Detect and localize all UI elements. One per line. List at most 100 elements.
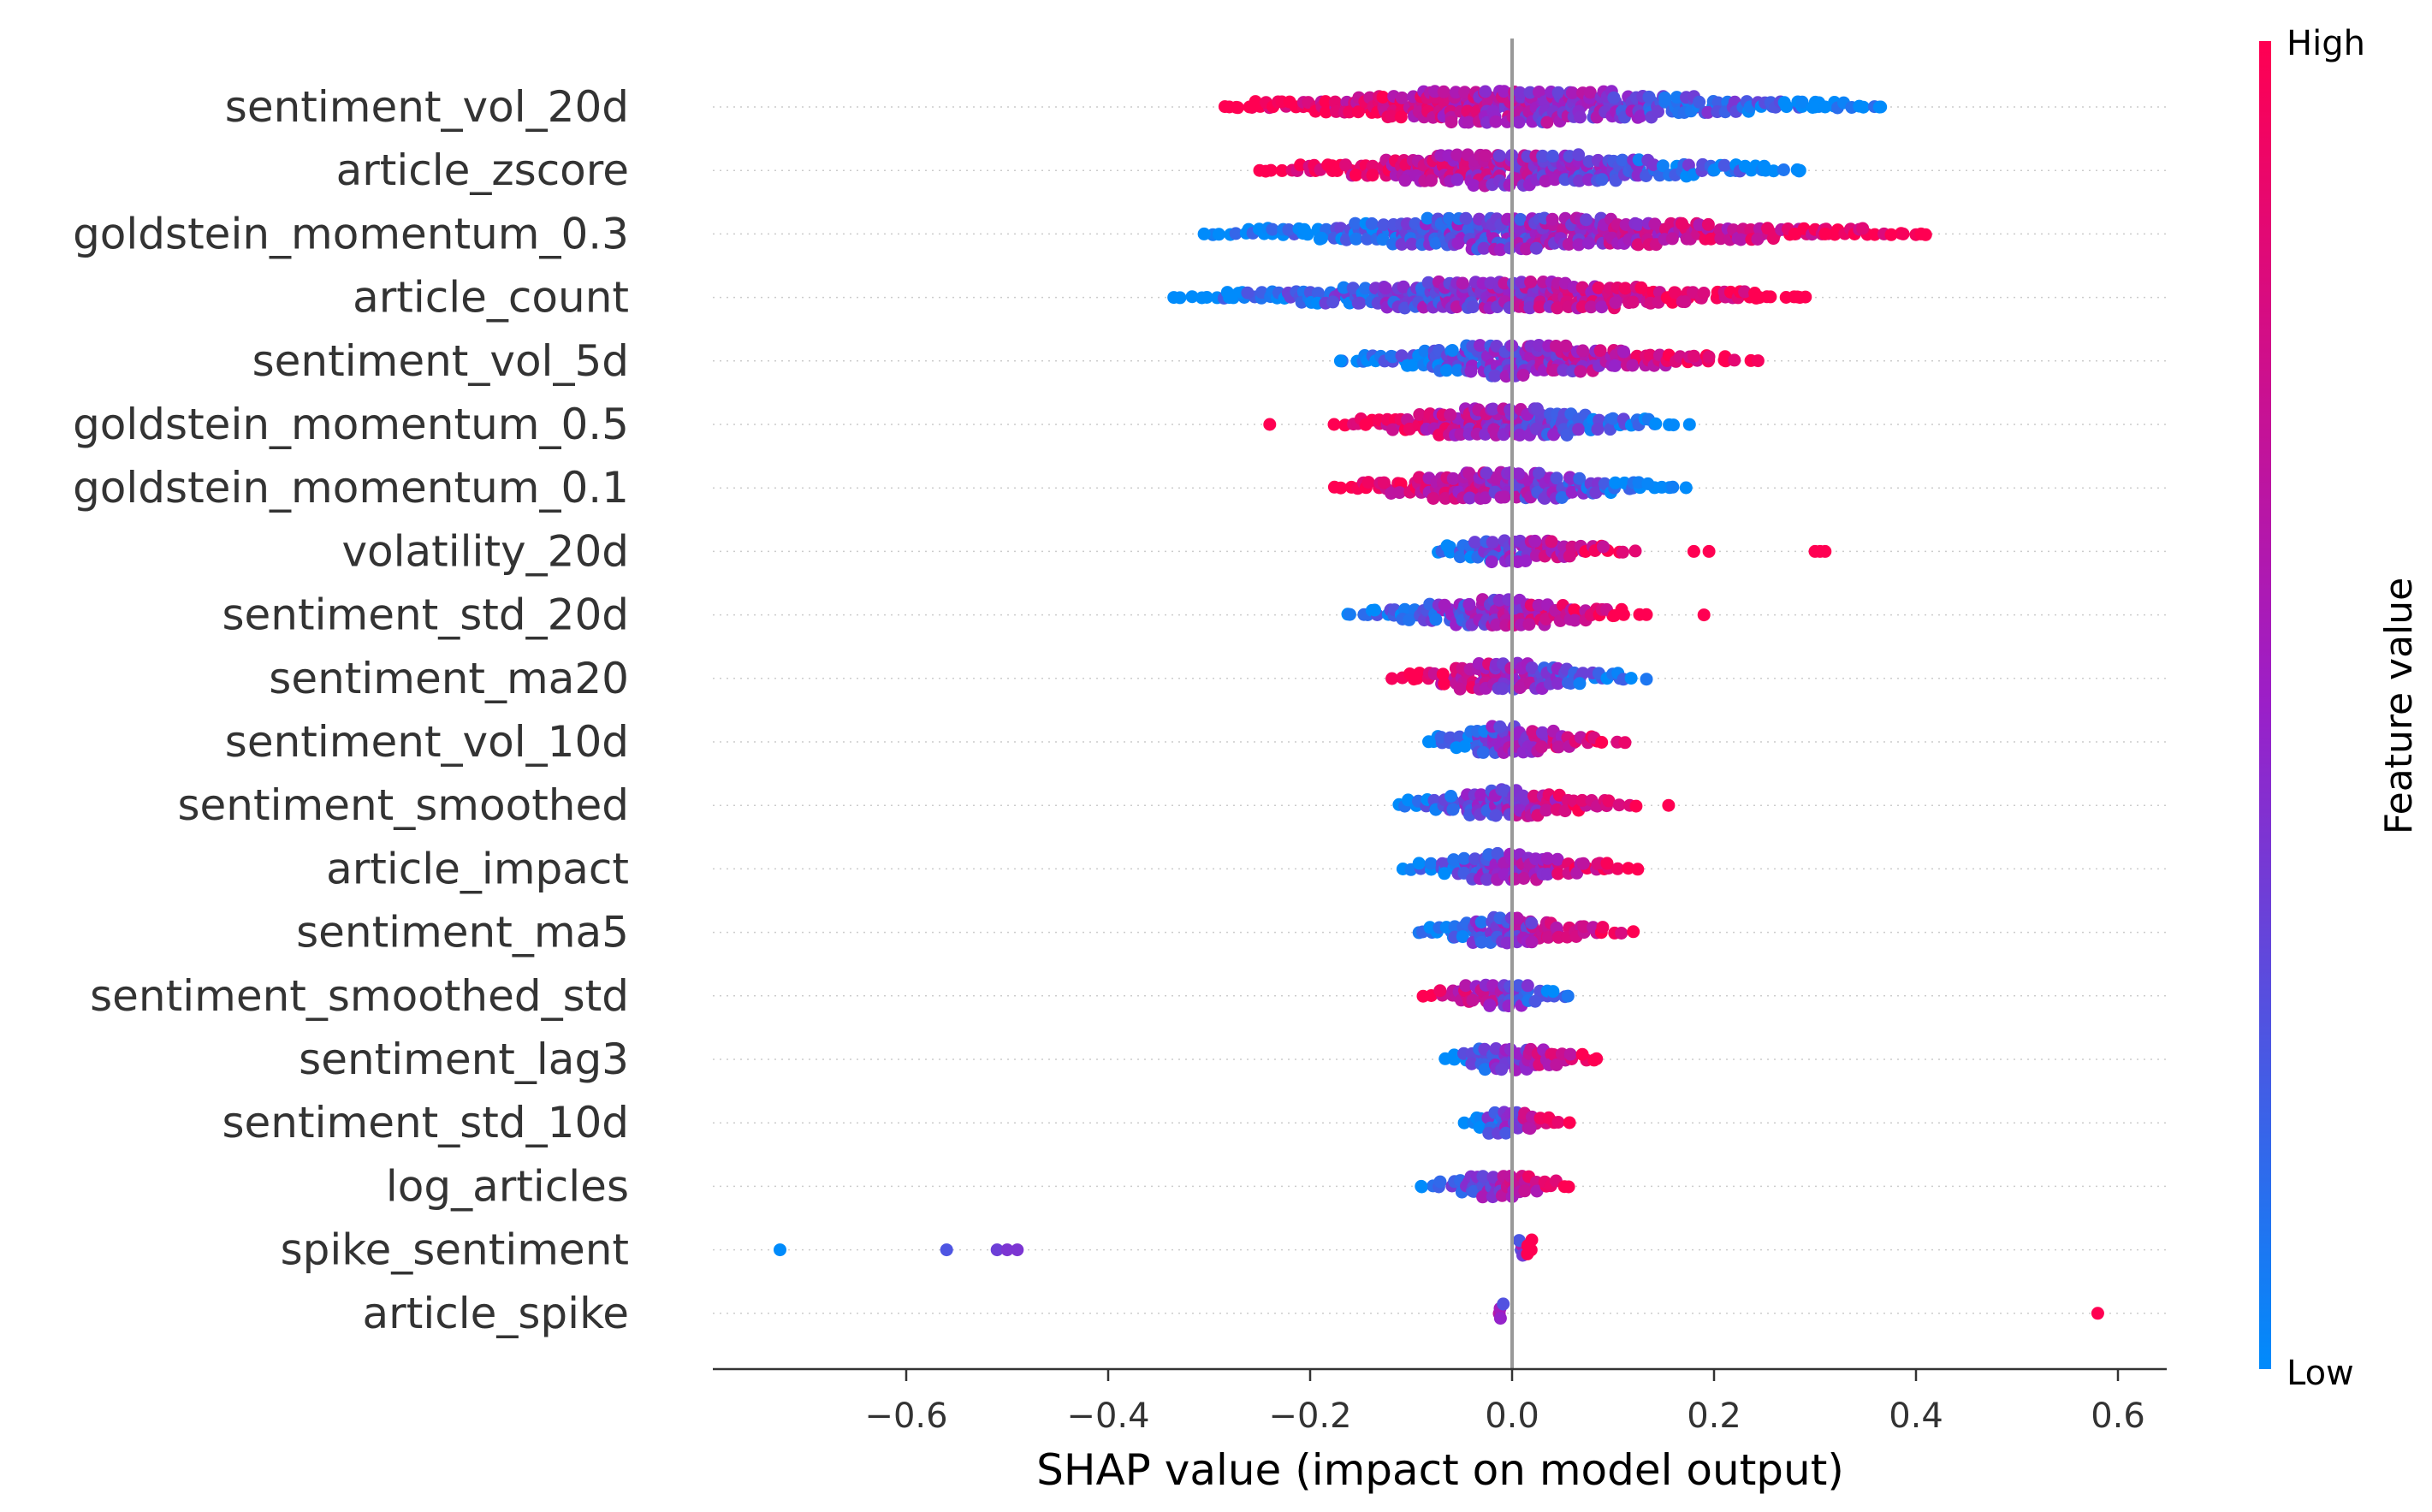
shap-point: [1622, 862, 1635, 875]
shap-point: [1516, 369, 1530, 382]
shap-point: [1463, 491, 1477, 505]
shap-point: [1539, 803, 1553, 817]
shap-point: [1617, 345, 1630, 359]
shap-point: [1676, 216, 1688, 230]
shap-point: [1563, 1116, 1576, 1130]
shap-point: [1608, 359, 1622, 372]
shap-outlier-point: [1415, 1179, 1428, 1193]
shap-point: [1462, 466, 1476, 480]
shap-point: [1658, 91, 1671, 104]
shap-point: [1679, 481, 1693, 495]
shap-point: [1652, 104, 1664, 118]
shap-point: [1446, 803, 1460, 816]
shap-outlier-point: [1197, 227, 1211, 240]
shap-point: [1584, 300, 1598, 314]
shap-point: [1530, 402, 1544, 416]
shap-point: [1896, 227, 1910, 240]
shap-point: [1495, 1063, 1509, 1076]
shap-point: [1576, 344, 1590, 358]
feature-label: sentiment_ma20: [269, 654, 629, 703]
shap-point: [1482, 1126, 1496, 1140]
shap-point: [1602, 794, 1616, 808]
shap-point: [1343, 105, 1356, 119]
shap-point: [1562, 238, 1575, 251]
shap-point: [1457, 1116, 1471, 1130]
shap-point: [1551, 1116, 1565, 1129]
shap-point: [1626, 295, 1640, 309]
shap-outlier-point: [1753, 291, 1766, 305]
feature-label: log_articles: [386, 1161, 629, 1211]
shap-point: [1339, 158, 1352, 172]
shap-point: [1563, 549, 1576, 563]
feature-label: sentiment_vol_10d: [225, 717, 629, 767]
beeswarm-points: [774, 85, 2104, 1325]
shap-point: [1612, 798, 1626, 812]
shap-point: [1525, 661, 1539, 674]
feature-label: sentiment_vol_20d: [225, 82, 629, 132]
shap-point: [1436, 667, 1450, 681]
shap-point: [1642, 90, 1656, 104]
shap-point: [1320, 105, 1333, 119]
shap-point: [1551, 852, 1564, 866]
colorbar-high-label: High: [2287, 24, 2365, 63]
shap-point: [1485, 555, 1498, 569]
shap-outlier-point: [1818, 100, 1832, 114]
shap-point: [1459, 979, 1473, 993]
shap-point: [1212, 228, 1225, 241]
shap-point: [1480, 466, 1493, 480]
shap-outlier-point: [774, 1243, 786, 1257]
shap-point: [1405, 237, 1419, 251]
shap-point: [1385, 110, 1398, 123]
shap-point: [1377, 218, 1391, 232]
shap-point: [1489, 115, 1503, 128]
shap-point: [1386, 237, 1399, 251]
shap-point: [1521, 1247, 1534, 1260]
shap-point: [1551, 301, 1564, 315]
shap-point: [1438, 491, 1452, 505]
shap-point: [1688, 349, 1700, 363]
shap-point: [1751, 354, 1765, 368]
shap-point: [1513, 428, 1527, 442]
shap-point: [1437, 85, 1450, 98]
shap-point: [1856, 222, 1870, 235]
shap-point: [1492, 149, 1506, 163]
shap-point: [1474, 788, 1488, 802]
shap-outlier-point: [1687, 544, 1700, 558]
shap-point: [1551, 86, 1565, 99]
x-tick-label: −0.4: [1066, 1396, 1149, 1436]
shap-point: [1795, 95, 1809, 109]
shap-point: [1615, 927, 1628, 940]
shap-point: [1535, 726, 1549, 739]
shap-point: [1610, 862, 1624, 875]
shap-point: [1728, 353, 1741, 367]
shap-point: [1734, 233, 1747, 246]
feature-label: sentiment_smoothed: [178, 780, 630, 830]
shap-point: [1398, 602, 1412, 616]
shap-point: [1590, 1052, 1604, 1065]
shap-point: [1618, 736, 1632, 750]
shap-point: [1473, 1121, 1486, 1134]
shap-outlier-point: [2091, 1307, 2104, 1320]
shap-point: [1648, 217, 1662, 231]
shap-point: [1478, 1063, 1492, 1076]
shap-point: [1406, 359, 1420, 372]
shap-point: [1576, 667, 1590, 680]
shap-point: [1498, 85, 1511, 98]
shap-point: [1444, 790, 1457, 803]
feature-label: sentiment_vol_5d: [252, 336, 629, 386]
shap-point: [1353, 296, 1367, 310]
shap-point: [1453, 682, 1467, 696]
shap-point: [1468, 852, 1482, 866]
colorbar-gradient: [2259, 41, 2271, 1369]
shap-point: [1777, 96, 1791, 110]
x-ticks: −0.6 −0.4 −0.2 0.0 0.2 0.4 0.6: [864, 1369, 2145, 1436]
shap-point: [1634, 110, 1647, 123]
feature-label: sentiment_smoothed_std: [90, 971, 629, 1021]
shap-point: [1241, 286, 1255, 299]
shap-outlier-point: [1333, 354, 1347, 368]
shap-point: [1464, 365, 1478, 378]
shap-point: [1376, 91, 1390, 104]
shap-outlier-point: [1011, 1243, 1024, 1257]
shap-point: [1568, 614, 1581, 627]
feature-label: goldstein_momentum_0.5: [73, 400, 629, 449]
